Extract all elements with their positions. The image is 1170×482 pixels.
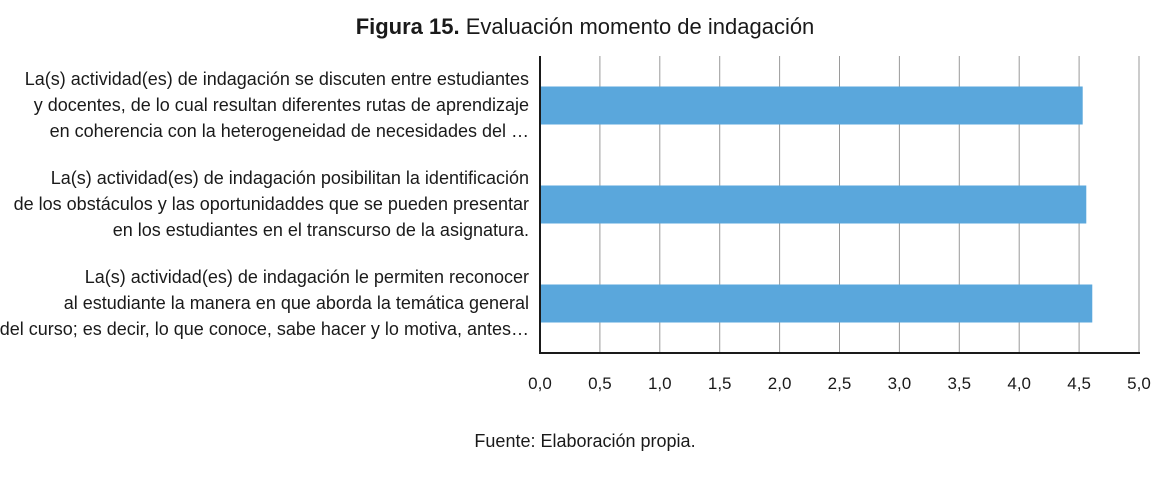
x-tick-label: 4,5	[1067, 374, 1091, 393]
figure-title: Figura 15. Evaluación momento de indagac…	[0, 12, 1170, 42]
bar	[541, 284, 1093, 323]
category-label-line: La(s) actividad(es) de indagación posibi…	[50, 167, 529, 188]
category-label: La(s) actividad(es) de indagación se dis…	[0, 66, 529, 144]
figure-source: Fuente: Elaboración propia.	[474, 431, 696, 451]
category-label-line: del curso; es decir, lo que conoce, sabe…	[0, 318, 529, 339]
x-tick-label: 2,0	[768, 374, 792, 393]
category-label-line: La(s) actividad(es) de indagación le per…	[84, 266, 529, 287]
category-label-line: al estudiante la manera en que aborda la…	[63, 292, 529, 313]
x-tick-label: 3,5	[947, 374, 971, 393]
bar	[541, 185, 1087, 224]
x-tick-label: 0,0	[528, 374, 552, 393]
x-tick-label: 1,5	[708, 374, 732, 393]
figure-title-text: Evaluación momento de indagación	[465, 14, 815, 39]
figure-number: Figura 15.	[355, 14, 460, 39]
x-tick-label: 3,0	[888, 374, 912, 393]
category-label-line: en los estudiantes en el transcurso de l…	[112, 219, 529, 240]
x-tick-label: 2,5	[828, 374, 852, 393]
category-label-line: en coherencia con la heterogeneidad de n…	[49, 120, 529, 141]
bar	[541, 86, 1083, 125]
x-tick-label: 0,5	[588, 374, 612, 393]
category-label-line: y docentes, de lo cual resultan diferent…	[33, 94, 529, 115]
category-label: La(s) actividad(es) de indagación posibi…	[0, 165, 529, 243]
category-label: La(s) actividad(es) de indagación le per…	[0, 264, 529, 342]
x-tick-label: 1,0	[648, 374, 672, 393]
category-label-line: La(s) actividad(es) de indagación se dis…	[24, 68, 529, 89]
x-tick-label: 4,0	[1007, 374, 1031, 393]
x-tick-label: 5,0	[1127, 374, 1151, 393]
category-label-line: de los obstáculos y las oportunidaddes q…	[13, 193, 529, 214]
